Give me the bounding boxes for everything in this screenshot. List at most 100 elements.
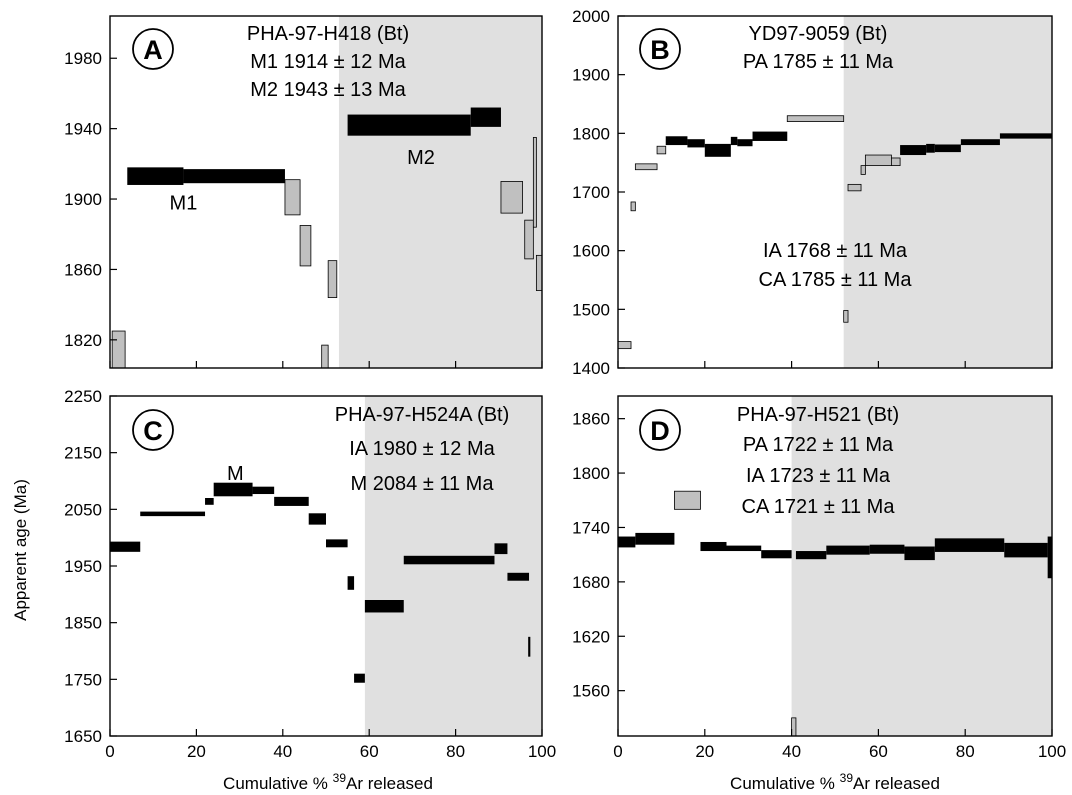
x-tick-label: 80: [446, 742, 465, 761]
y-tick-label: 1620: [572, 627, 610, 646]
step-11: [524, 219, 534, 260]
step-7: [327, 260, 338, 299]
step-3: [183, 169, 285, 184]
step-21: [999, 133, 1052, 139]
step-10: [752, 131, 788, 141]
step-14: [507, 572, 530, 581]
x-tick-label: 20: [187, 742, 206, 761]
y-tick-label: 1500: [572, 300, 610, 319]
step-2: [127, 167, 184, 185]
x-axis-label-right: Cumulative % 39Ar released: [730, 771, 940, 793]
step-5: [252, 486, 275, 495]
step-3: [205, 498, 214, 505]
y-tick-label: 1750: [64, 670, 102, 689]
panel-label-circle: [639, 28, 681, 70]
y-tick-label: 1740: [572, 518, 610, 537]
step-11: [364, 600, 404, 613]
step-4: [656, 145, 667, 155]
step-6: [761, 550, 792, 559]
step-12: [843, 310, 849, 323]
panel-label: B: [650, 35, 670, 65]
y-tick-label: 2050: [64, 500, 102, 519]
step-3: [674, 490, 701, 510]
step-15: [864, 154, 892, 166]
y-tick-label: 1700: [572, 183, 610, 202]
x-tick-label: 40: [273, 742, 292, 761]
step-16: [891, 157, 901, 166]
step-1: [617, 341, 632, 350]
y-tick-label: 1800: [572, 464, 610, 483]
step-5: [665, 136, 688, 146]
panel-label: D: [650, 416, 670, 446]
y-tick-label: 1860: [572, 410, 610, 429]
step-9: [737, 139, 753, 147]
plot-frame: [617, 395, 1053, 737]
annotation: M2 1943 ± 13 Ma: [250, 79, 406, 101]
x-tick-label: 100: [528, 742, 556, 761]
step-4: [213, 482, 253, 497]
x-tick-label: 60: [869, 742, 888, 761]
y-tick-label: 2000: [572, 7, 610, 26]
y-tick-label: 1900: [572, 66, 610, 85]
step-4: [284, 179, 301, 216]
annotation: M1 1914 ± 12 Ma: [250, 51, 406, 73]
step-8: [730, 136, 738, 146]
y-tick-label: 1800: [572, 124, 610, 143]
step-2: [140, 511, 206, 517]
y-tick-label: 1900: [64, 190, 102, 209]
step-13: [494, 543, 508, 555]
step-1: [110, 541, 141, 552]
step-11: [904, 546, 935, 561]
step-14: [860, 165, 866, 175]
step-12: [403, 555, 495, 565]
step-7: [704, 143, 731, 157]
panel-label-circle: [132, 28, 174, 70]
step-14: [1047, 536, 1052, 579]
step-13: [847, 183, 862, 192]
annotation: CA 1785 ± 11 Ma: [759, 269, 913, 291]
plot-frame: [109, 15, 543, 369]
panel-label-circle: [639, 409, 681, 451]
step-13: [535, 254, 543, 291]
annotation: PHA-97-H521 (Bt): [737, 404, 899, 426]
panel-a: 1820 1860 1900 1940 1980 A PHA-97-H418 (Bt) M1 …: [64, 15, 543, 369]
step-9: [826, 545, 870, 555]
y-tick-label: 1940: [64, 120, 102, 139]
shaded-region: [364, 396, 542, 736]
plateau-label: M: [227, 463, 244, 485]
y-tick-label: 1850: [64, 614, 102, 633]
step-20: [960, 139, 1000, 146]
y-tick-label: 1950: [64, 557, 102, 576]
plateau-label: M1: [170, 193, 198, 215]
step-12: [532, 137, 537, 228]
shaded-region: [843, 16, 1052, 368]
y-tick-label: 1600: [572, 242, 610, 261]
x-tick-label: 60: [360, 742, 379, 761]
step-11: [786, 115, 845, 122]
x-tick-label: 40: [782, 742, 801, 761]
annotation: PA 1785 ± 11 Ma: [743, 51, 894, 73]
annotation: PA 1722 ± 11 Ma: [743, 434, 894, 456]
step-5: [299, 225, 312, 267]
y-tick-label: 1860: [64, 260, 102, 279]
x-tick-label: 100: [1038, 742, 1066, 761]
step-6: [687, 139, 705, 148]
step-10: [354, 673, 365, 683]
y-tick-label: 1560: [572, 682, 610, 701]
step-9: [470, 107, 501, 127]
step-6: [274, 496, 309, 506]
y-axis-label: Apparent age (Ma): [11, 479, 30, 621]
annotation: PHA-97-H524A (Bt): [335, 404, 510, 426]
panel-label: A: [143, 35, 163, 65]
plateau-label: M2: [407, 147, 435, 169]
step-8: [326, 539, 348, 548]
step-8: [347, 114, 471, 136]
y-tick-label: 1680: [572, 573, 610, 592]
step-17: [900, 145, 927, 156]
step-10: [869, 544, 905, 554]
panel-label-circle: [132, 409, 174, 451]
y-tick-label: 1650: [64, 727, 102, 746]
step-9: [347, 576, 355, 590]
x-tick-label: 0: [613, 742, 622, 761]
annotation: IA 1768 ± 11 Ma: [763, 240, 908, 262]
